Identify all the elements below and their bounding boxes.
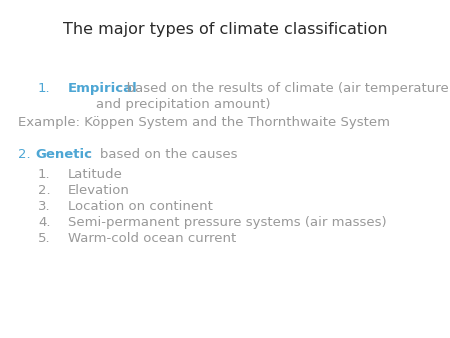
Text: Semi-permanent pressure systems (air masses): Semi-permanent pressure systems (air mas… <box>68 216 387 229</box>
Text: 2.: 2. <box>18 148 35 161</box>
Text: 5.: 5. <box>38 232 50 245</box>
Text: Warm-cold ocean current: Warm-cold ocean current <box>68 232 236 245</box>
Text: 1.: 1. <box>38 168 50 181</box>
Text: Example: Köppen System and the Thornthwaite System: Example: Köppen System and the Thornthwa… <box>18 116 390 129</box>
Text: Latitude: Latitude <box>68 168 123 181</box>
Text: 3.: 3. <box>38 200 50 213</box>
Text: Elevation: Elevation <box>68 184 130 197</box>
Text: 1.: 1. <box>38 82 50 95</box>
Text: 4.: 4. <box>38 216 50 229</box>
Text: Empirical: Empirical <box>68 82 138 95</box>
Text: The major types of climate classification: The major types of climate classificatio… <box>63 22 387 37</box>
Text: Location on continent: Location on continent <box>68 200 213 213</box>
Text: : based on the results of climate (air temperature: : based on the results of climate (air t… <box>118 82 449 95</box>
Text: and precipitation amount): and precipitation amount) <box>96 98 270 111</box>
Text: :  based on the causes: : based on the causes <box>87 148 238 161</box>
Text: Genetic: Genetic <box>35 148 92 161</box>
Text: 2.: 2. <box>38 184 50 197</box>
